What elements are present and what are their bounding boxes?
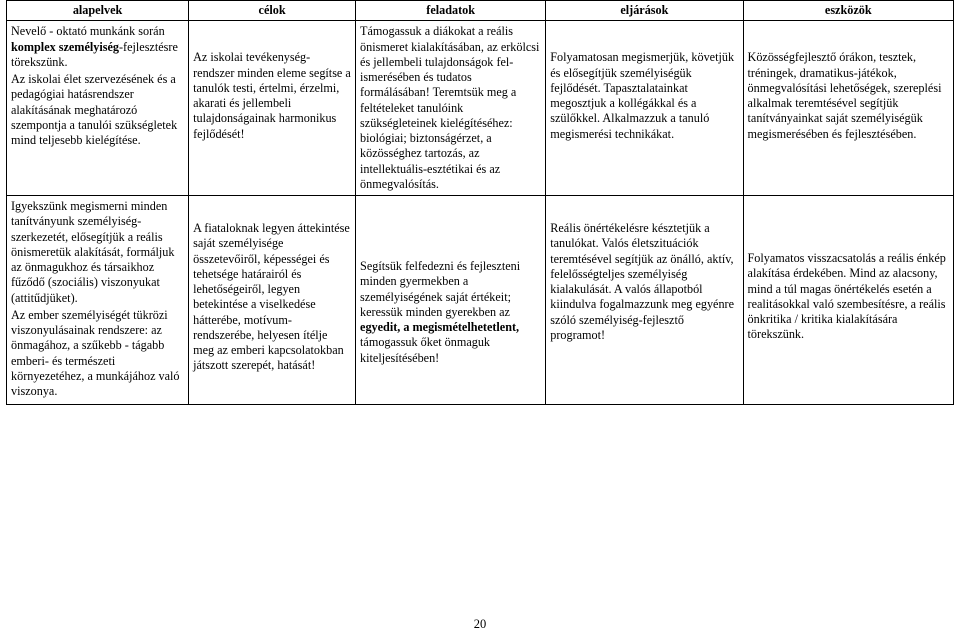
- text: támogassuk őket önmaguk kiteljesítésében…: [360, 335, 490, 364]
- table-row: Nevelő - oktató munkánk során komplex sz…: [7, 21, 954, 196]
- col-header-eszkozok: eszközök: [743, 1, 953, 21]
- col-header-alapelvek: alapelvek: [7, 1, 189, 21]
- col-header-celok: célok: [189, 1, 356, 21]
- text: Reális önértékelésre késztetjük a tanuló…: [550, 221, 738, 343]
- text-bold: egyedit, a megismételhetetlent,: [360, 320, 519, 334]
- text: Folyamatosan megismerjük, követjük és el…: [550, 50, 738, 142]
- cell-r2-eszkozok: Folyamatos visszacsatolás a reális énkép…: [743, 196, 953, 405]
- text: Az ember személyiségét tükrözi viszonyul…: [11, 308, 184, 400]
- page: alapelvek célok feladatok eljárások eszk…: [0, 0, 960, 637]
- table-header-row: alapelvek célok feladatok eljárások eszk…: [7, 1, 954, 21]
- text: Támogassuk a diákokat a reális önismeret…: [360, 24, 541, 192]
- cell-r1-alapelvek: Nevelő - oktató munkánk során komplex sz…: [7, 21, 189, 196]
- text-bold: komplex személyiség: [11, 40, 119, 54]
- table-row: Igyekszünk megismerni minden tanítványun…: [7, 196, 954, 405]
- text: Az iskolai élet szervezésének és a pedag…: [11, 72, 184, 148]
- cell-r1-celok: Az iskolai tevékenység-rendszer minden e…: [189, 21, 356, 196]
- cell-r1-eljarasok: Folyamatosan megismerjük, követjük és el…: [546, 21, 743, 196]
- cell-r1-feladatok: Támogassuk a diákokat a reális önismeret…: [356, 21, 546, 196]
- text: Segítsük felfedezni és fejleszteni minde…: [360, 259, 520, 319]
- col-header-feladatok: feladatok: [356, 1, 546, 21]
- text: Igyekszünk megismerni minden tanítványun…: [11, 199, 184, 306]
- main-table: alapelvek célok feladatok eljárások eszk…: [6, 0, 954, 405]
- col-header-eljarasok: eljárások: [546, 1, 743, 21]
- cell-r2-feladatok: Segítsük felfedezni és fejleszteni minde…: [356, 196, 546, 405]
- page-number: 20: [0, 617, 960, 633]
- text: Folyamatos visszacsatolás a reális énkép…: [748, 251, 949, 343]
- text: Közösségfejlesztő órákon, tesztek, tréni…: [748, 50, 949, 142]
- cell-r2-celok: A fiataloknak legyen áttekintése saját s…: [189, 196, 356, 405]
- cell-r2-eljarasok: Reális önértékelésre késztetjük a tanuló…: [546, 196, 743, 405]
- text: A fiataloknak legyen áttekintése saját s…: [193, 221, 351, 374]
- text: Az iskolai tevékenység-rendszer minden e…: [193, 50, 351, 142]
- cell-r1-eszkozok: Közösségfejlesztő órákon, tesztek, tréni…: [743, 21, 953, 196]
- cell-r2-alapelvek: Igyekszünk megismerni minden tanítványun…: [7, 196, 189, 405]
- text: Nevelő - oktató munkánk során: [11, 24, 165, 38]
